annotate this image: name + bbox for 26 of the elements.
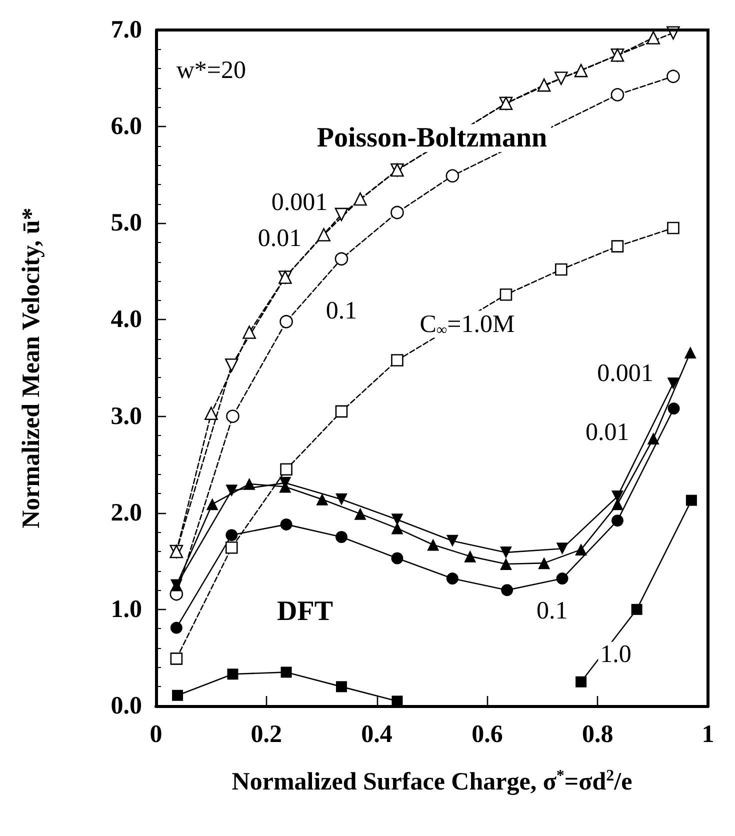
annotation: w*=20 (176, 57, 246, 84)
y-tick-label: 6.0 (110, 113, 142, 140)
annotation: DFT (277, 596, 334, 627)
y-axis-title: Normalized Mean Velocity, ū* (18, 208, 45, 528)
annotation: Poisson-Boltzmann (316, 122, 548, 154)
y-tick-label: 3.0 (110, 402, 142, 430)
y-tick-label: 4.0 (110, 306, 142, 334)
series-label: 0.001 (597, 360, 654, 387)
series-label: 0.1 (536, 598, 568, 625)
x-tick-label: 0.2 (250, 721, 282, 748)
series-label: 0.001 (271, 188, 328, 216)
series-label: 0.01 (585, 418, 630, 446)
y-tick-label: 1.0 (110, 596, 142, 623)
series-label: 0.1 (326, 297, 358, 324)
x-tick-label: 0.8 (582, 721, 614, 748)
x-tick-label: 0.6 (472, 721, 503, 748)
y-tick-label: 2.0 (110, 499, 142, 526)
y-tick-label: 0.0 (110, 692, 142, 720)
y-tick-label: 7.0 (110, 16, 142, 44)
series-label: C∞=1.0M (420, 310, 515, 338)
series-label: 1.0 (600, 640, 632, 668)
y-tick-label: 5.0 (110, 210, 142, 237)
x-tick-label: 1 (702, 721, 714, 748)
x-tick-label: 0.4 (361, 721, 393, 748)
x-tick-label: 0 (150, 721, 162, 748)
series-label: 0.01 (258, 225, 302, 252)
